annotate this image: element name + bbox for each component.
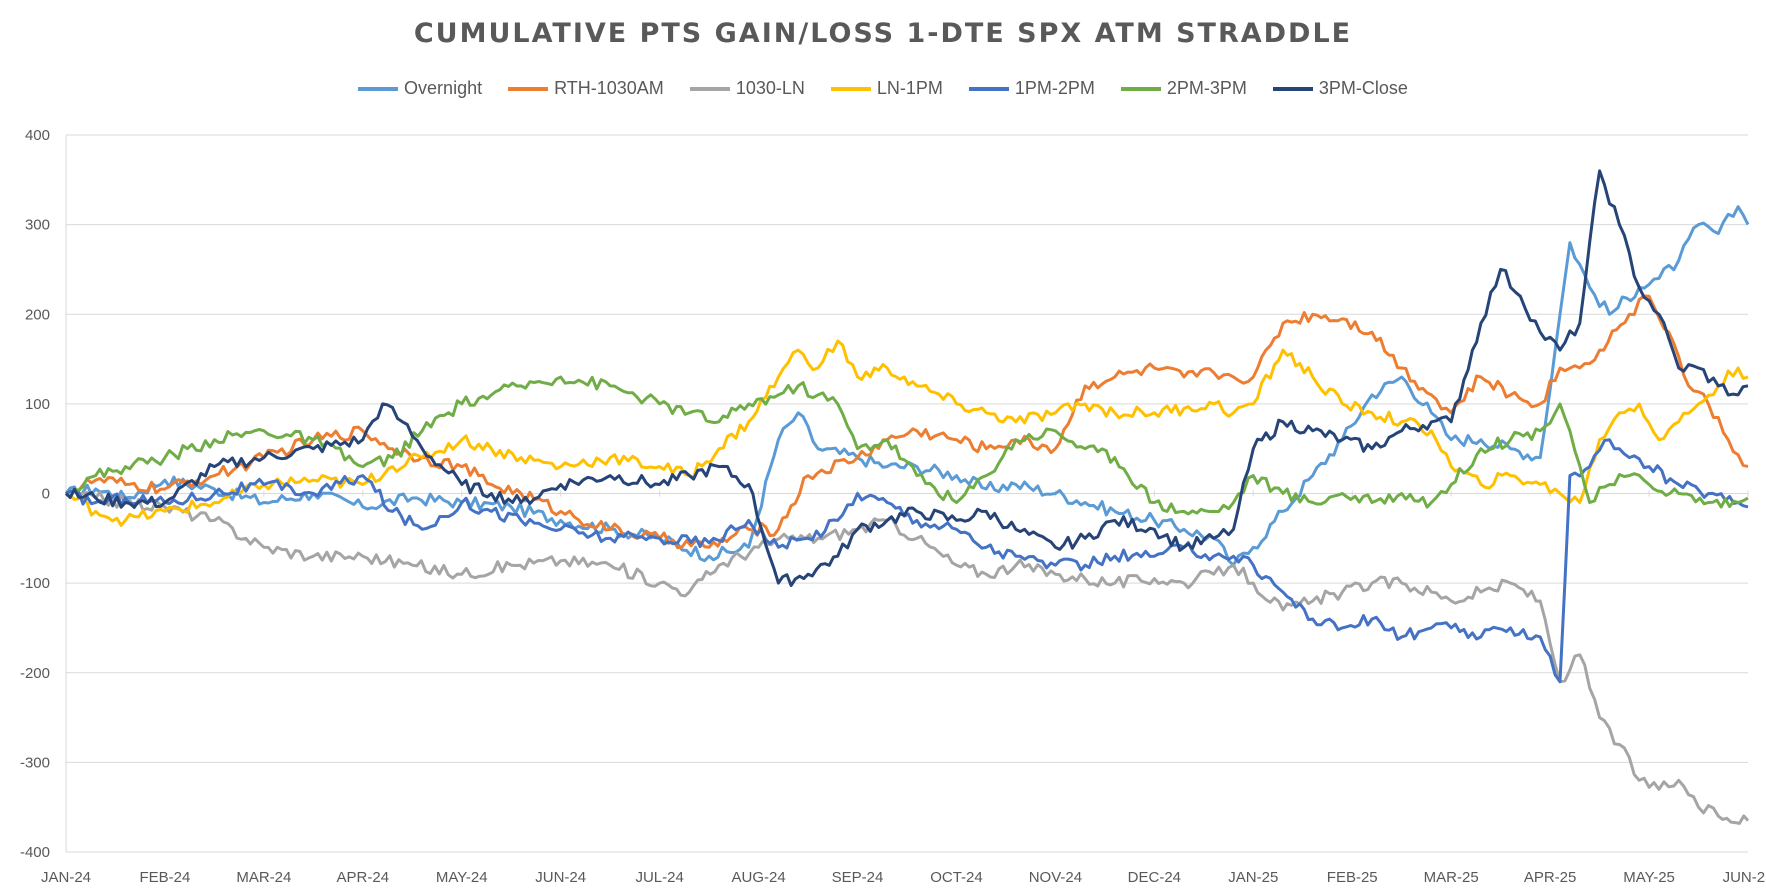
legend-swatch (689, 86, 730, 91)
legend-item-3pm-close: 3PM-Close (1272, 78, 1408, 99)
legend-swatch (1120, 86, 1161, 91)
y-tick-label: -400 (20, 844, 50, 861)
series-line-1pm-2pm (65, 438, 1749, 684)
chart-title: CUMULATIVE PTS GAIN/LOSS 1-DTE SPX ATM S… (413, 18, 1353, 49)
legend-item-2pm-3pm: 2PM-3PM (1120, 78, 1247, 99)
x-tick-label: NOV-24 (1029, 869, 1082, 886)
legend-swatch (968, 86, 1009, 91)
legend-item-overnight: Overnight (358, 78, 482, 99)
legend-swatch (358, 86, 399, 91)
y-tick-label: -100 (20, 575, 50, 592)
legend-item-1pm-2pm: 1PM-2PM (968, 78, 1095, 99)
x-tick-label: MAR-24 (236, 869, 291, 886)
gridlines (66, 134, 1748, 853)
series-line-3pm-close (64, 169, 1749, 587)
legend-label: RTH-1030AM (554, 78, 664, 98)
x-tick-label: APR-24 (337, 869, 390, 886)
x-tick-label: AUG-24 (731, 869, 785, 886)
x-tick-label: MAY-24 (436, 869, 488, 886)
legend-swatch (830, 86, 871, 91)
legend-label: 1PM-2PM (1014, 78, 1095, 98)
x-tick-label: JUN-24 (535, 869, 586, 886)
legend-label: 2PM-3PM (1166, 78, 1247, 98)
series-line-1030-ln (65, 487, 1750, 825)
y-tick-label: 0 (42, 486, 50, 503)
x-tick-label: JUL-24 (635, 869, 683, 886)
x-tick-label: DEC-24 (1128, 869, 1181, 886)
x-tick-label: SEP-24 (832, 869, 884, 886)
legend-item-1030-ln: 1030-LN (689, 78, 805, 99)
x-tick-label: MAR-25 (1424, 869, 1479, 886)
x-tick-label: MAY-25 (1623, 869, 1675, 886)
y-tick-label: 300 (25, 217, 50, 234)
legend-swatch (508, 86, 549, 91)
axes: 400 300 200 100 0 -100 -200 -300 -400 JAN-24 FEB-2… (20, 127, 1766, 886)
x-tick-label: JUN-25 (1723, 869, 1766, 886)
x-tick-label: FEB-24 (140, 869, 191, 886)
y-tick-label: -300 (20, 754, 50, 771)
legend: Overnight RTH-1030AM 1030-LN LN-1PM 1PM-2PM 2… (0, 78, 1766, 99)
y-tick-label: 400 (25, 127, 50, 144)
legend-label: 3PM-Close (1318, 78, 1408, 98)
legend-label: Overnight (404, 78, 483, 98)
legend-item-rth-1030am: RTH-1030AM (508, 78, 664, 99)
x-tick-label: JAN-24 (41, 869, 91, 886)
legend-swatch (1272, 86, 1313, 91)
x-tick-label: APR-25 (1524, 869, 1577, 886)
y-tick-label: 200 (25, 306, 50, 323)
y-tick-label: -200 (20, 665, 50, 682)
series-line-2pm-3pm (65, 375, 1749, 516)
y-tick-label: 100 (25, 396, 50, 413)
x-tick-label: FEB-25 (1327, 869, 1378, 886)
series-lines (64, 169, 1750, 825)
series-line-ln-1pm (65, 339, 1749, 527)
x-tick-label: OCT-24 (930, 869, 983, 886)
legend-label: LN-1PM (876, 78, 943, 98)
x-tick-label: JAN-25 (1228, 869, 1278, 886)
legend-item-ln-1pm: LN-1PM (830, 78, 943, 99)
legend-label: 1030-LN (735, 78, 805, 98)
